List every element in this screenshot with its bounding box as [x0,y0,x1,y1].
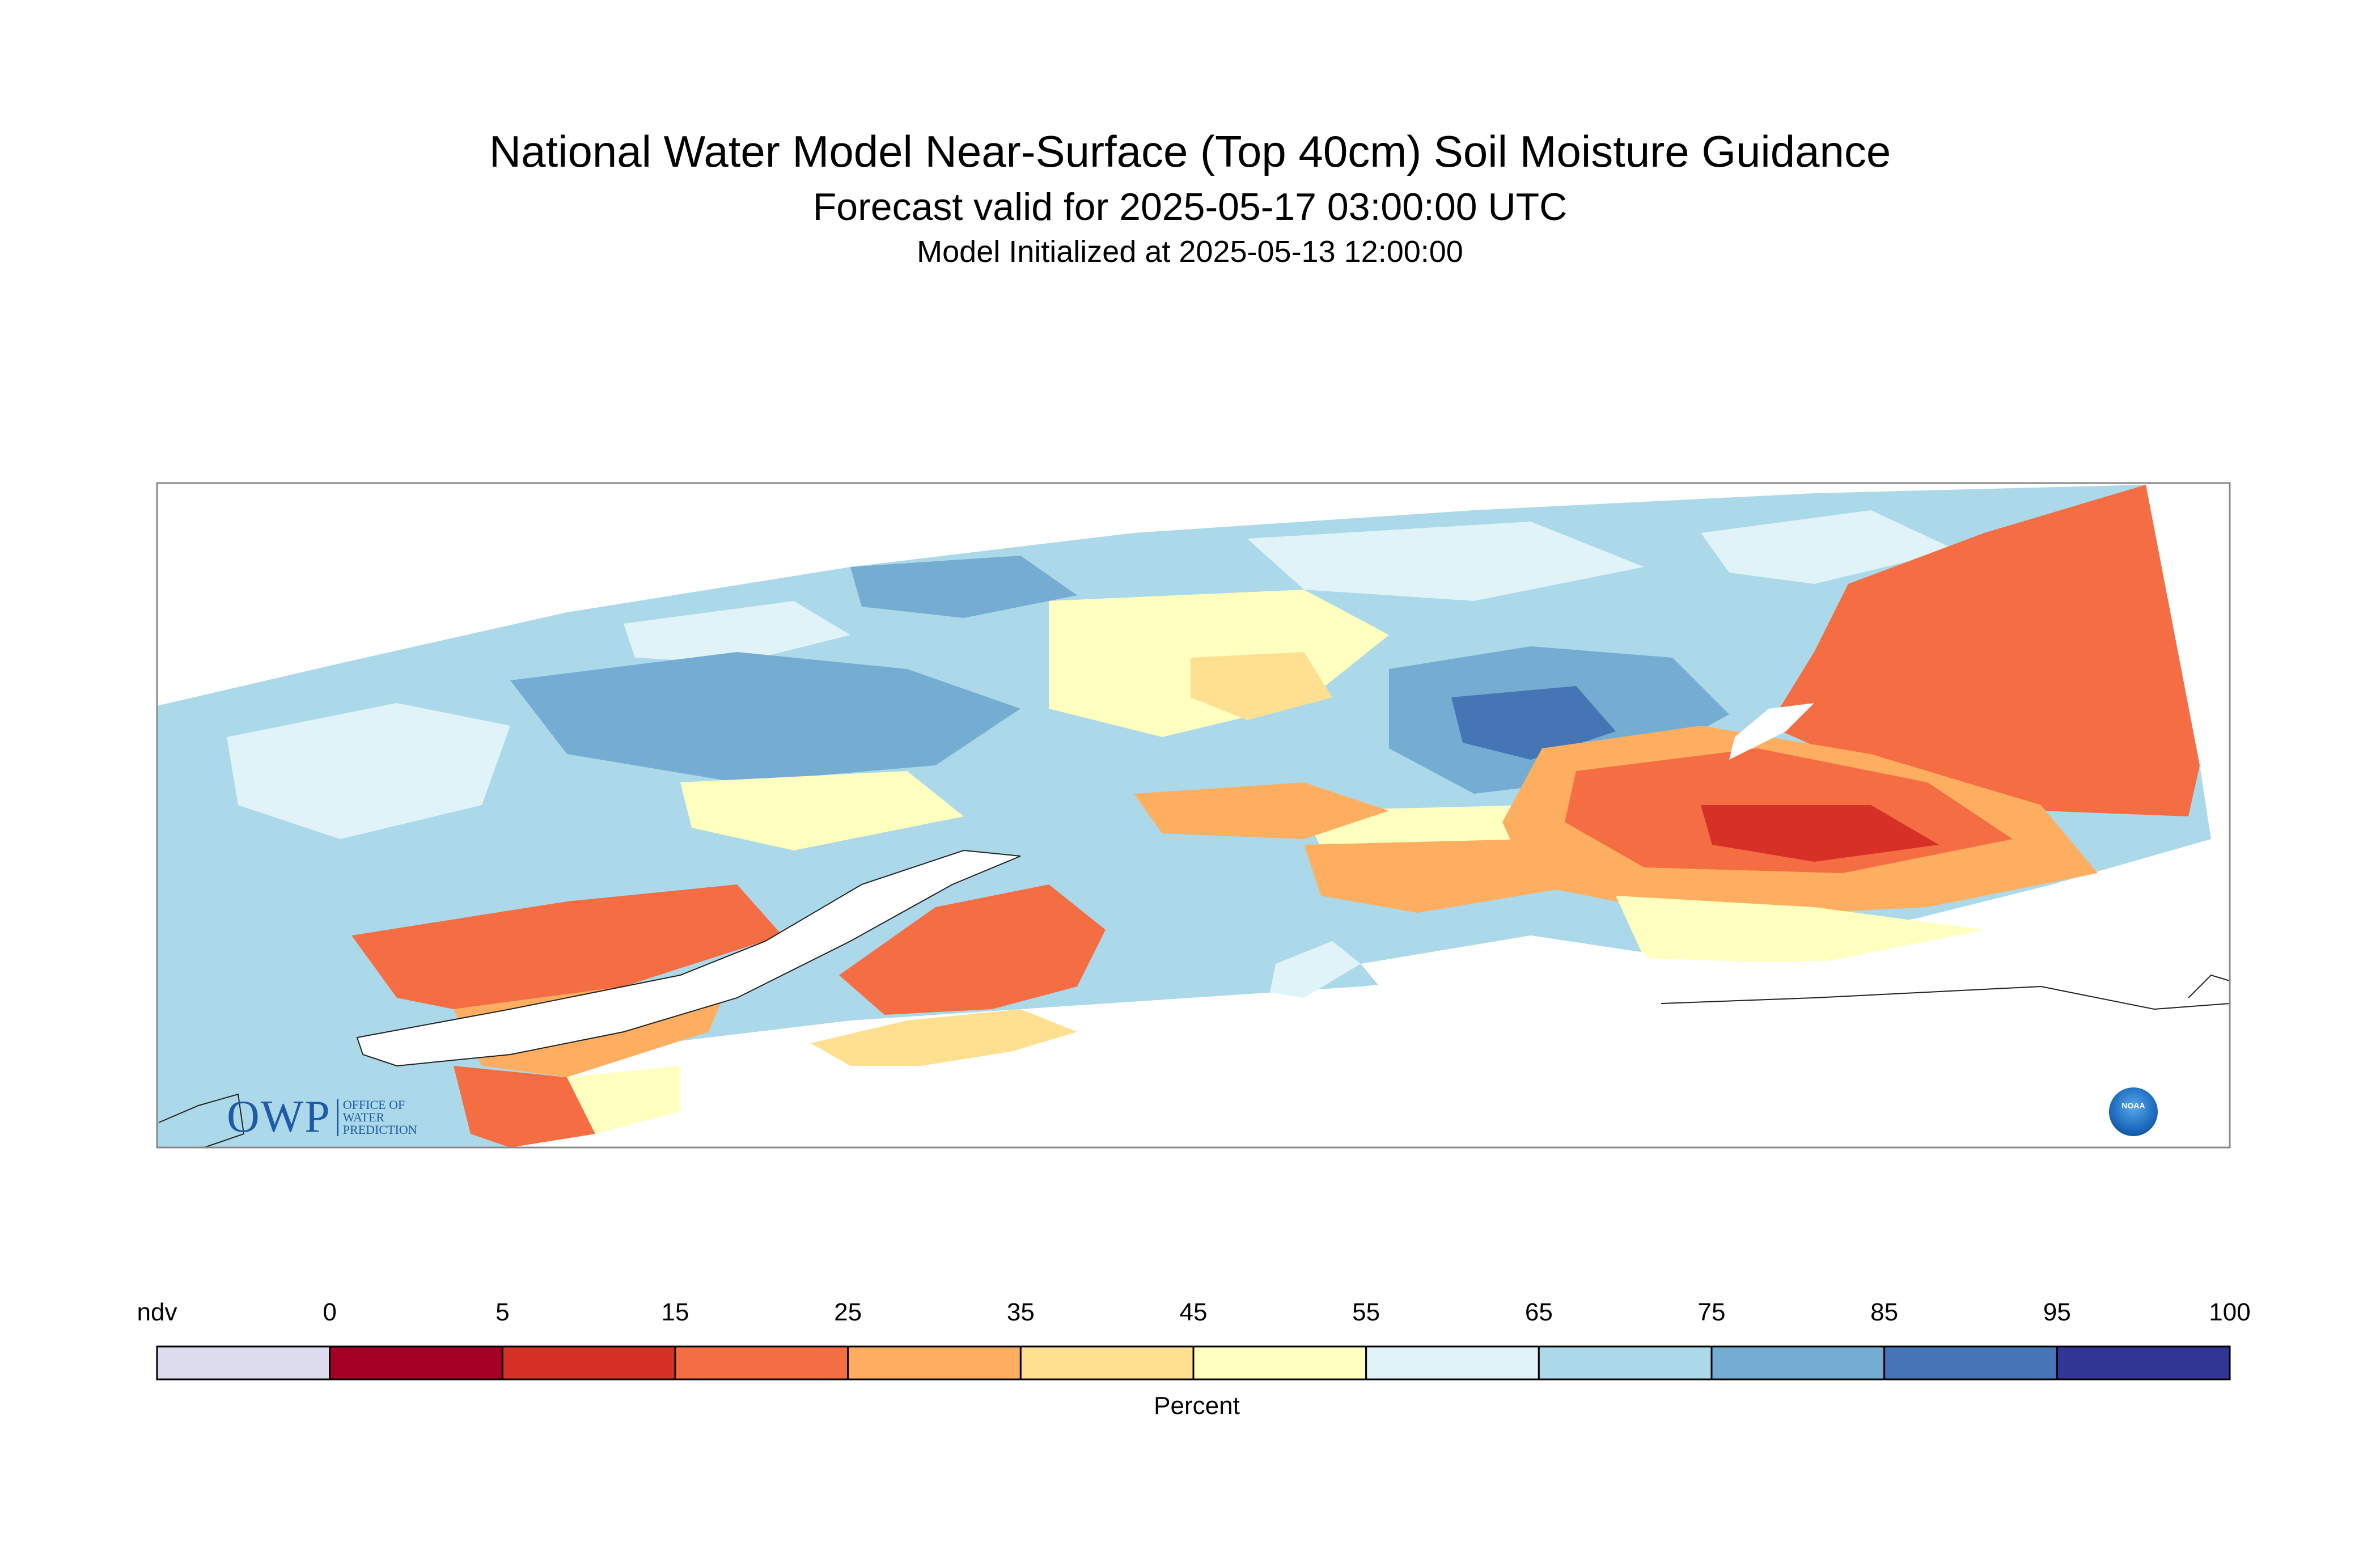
colorbar-label-max: 100 [2209,1298,2251,1326]
owp-logo: OWP OFFICE OF WATER PREDICTION [227,1091,417,1143]
colorbar-label-0: 0 [323,1298,337,1326]
colorbar-label-95: 95 [2043,1298,2071,1326]
colorbar-label-55: 55 [1352,1298,1380,1326]
colorbar-swatch-0 [329,1345,503,1381]
forecast-valid-time: Forecast valid for 2025-05-17 03:00:00 U… [812,185,1568,228]
owp-logo-text: OWP [227,1092,331,1142]
map-title: National Water Model Near-Surface (Top 4… [489,126,1891,176]
colorbar-swatch-45 [1192,1345,1367,1381]
owp-logo-subtext: OFFICE OF WATER PREDICTION [336,1098,417,1136]
colorbar-label-35: 35 [1006,1298,1035,1326]
colorbar-label-25: 25 [834,1298,862,1326]
colorbar-swatch-75 [1710,1345,1886,1381]
colorbar-swatch-65 [1538,1345,1713,1381]
colorbar-label-15: 15 [661,1298,689,1326]
colorbar-swatch-25 [847,1345,1022,1381]
colorbar-label-65: 65 [1524,1298,1553,1326]
colorbar-label-85: 85 [1870,1298,1899,1326]
noaa-logo-icon: NOAA [2109,1087,2158,1136]
noaa-logo-text: NOAA [2121,1101,2145,1110]
colorbar-label-45: 45 [1179,1298,1208,1326]
colorbar-swatch-95 [2056,1345,2231,1381]
colorbar-swatch-55 [1365,1345,1540,1381]
map-field [157,485,2230,1147]
colorbar-label-ndv: ndv [137,1298,177,1326]
colorbar [156,1345,2231,1381]
colorbar-swatch-15 [674,1345,849,1381]
colorbar-swatch-35 [1019,1345,1195,1381]
colorbar-swatch-5 [501,1345,676,1381]
colorbar-label-5: 5 [496,1298,510,1326]
model-init-time: Model Initialized at 2025-05-13 12:00:00 [917,235,1463,269]
colorbar-swatch-85 [1883,1345,2058,1381]
colorbar-label-75: 75 [1697,1298,1726,1326]
colorbar-swatch-ndv [156,1345,331,1381]
colorbar-title: Percent [1154,1392,1240,1420]
map-frame [156,482,2231,1149]
